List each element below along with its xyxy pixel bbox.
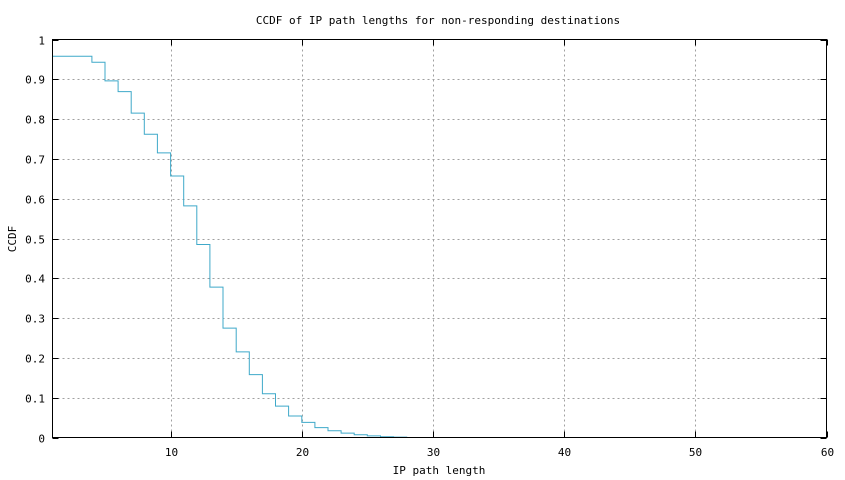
grid-lines	[52, 39, 827, 438]
x-tick-label: 40	[558, 446, 571, 459]
y-axis-label: CCDF	[6, 226, 19, 253]
series-layer	[52, 55, 408, 438]
y-tick-label: 0.7	[25, 154, 45, 167]
ccdf-step-line	[52, 55, 408, 438]
x-tick-label: 20	[296, 446, 309, 459]
x-tick-label: 10	[165, 446, 178, 459]
x-tick-label: 30	[427, 446, 440, 459]
y-tick-label: 0.5	[25, 234, 45, 247]
x-axis-label: IP path length	[393, 464, 486, 477]
y-tick-label: 0.2	[25, 353, 45, 366]
y-tick-label: 0.9	[25, 74, 45, 87]
y-tick-label: 0.1	[25, 393, 45, 406]
y-tick-label: 1	[38, 35, 45, 48]
x-tick-label: 60	[821, 446, 834, 459]
plot-frame	[52, 39, 827, 438]
axis-ticks	[52, 39, 828, 439]
y-tick-label: 0.8	[25, 114, 45, 127]
x-tick-label: 50	[689, 446, 702, 459]
y-tick-label: 0.6	[25, 194, 45, 207]
y-tick-label: 0.4	[25, 273, 45, 286]
y-tick-label: 0.3	[25, 313, 45, 326]
y-tick-label: 0	[38, 433, 45, 446]
chart-title: CCDF of IP path lengths for non-respondi…	[256, 14, 620, 27]
tick-labels: 0 0.1 0.2 0.3 0.4 0.5 0.6 0.7 0.8 0.9 1 10 20 30 40 50 6…	[25, 35, 834, 460]
